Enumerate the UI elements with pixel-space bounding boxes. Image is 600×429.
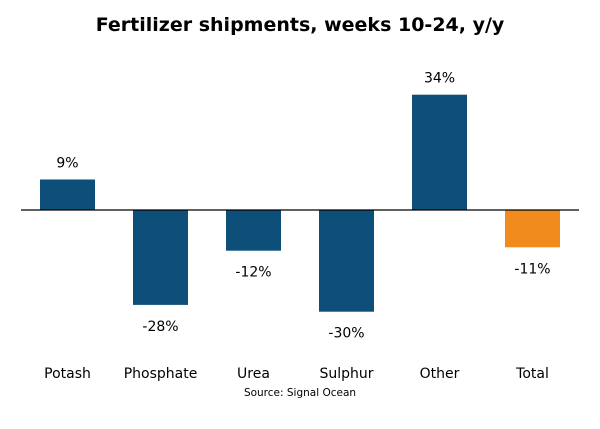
bar-other bbox=[412, 94, 467, 210]
category-label-total: Total bbox=[515, 366, 549, 382]
data-label-potash: 9% bbox=[56, 156, 78, 172]
category-label-potash: Potash bbox=[44, 366, 91, 382]
bar-total bbox=[505, 210, 560, 248]
data-label-other: 34% bbox=[424, 71, 455, 87]
data-label-sulphur: -30% bbox=[328, 326, 364, 342]
chart-title: Fertilizer shipments, weeks 10-24, y/y bbox=[95, 14, 505, 36]
bar-potash bbox=[40, 179, 95, 210]
chart-source: Source: Signal Ocean bbox=[243, 387, 357, 399]
bar-urea bbox=[226, 210, 281, 251]
category-label-phosphate: Phosphate bbox=[124, 366, 198, 382]
category-label-sulphur: Sulphur bbox=[319, 366, 373, 382]
data-label-total: -11% bbox=[514, 261, 550, 277]
data-label-phosphate: -28% bbox=[142, 319, 178, 335]
category-label-urea: Urea bbox=[237, 366, 270, 382]
bar-sulphur bbox=[319, 210, 374, 312]
data-label-urea: -12% bbox=[235, 265, 271, 281]
category-label-other: Other bbox=[420, 366, 460, 382]
bar-phosphate bbox=[133, 210, 188, 305]
